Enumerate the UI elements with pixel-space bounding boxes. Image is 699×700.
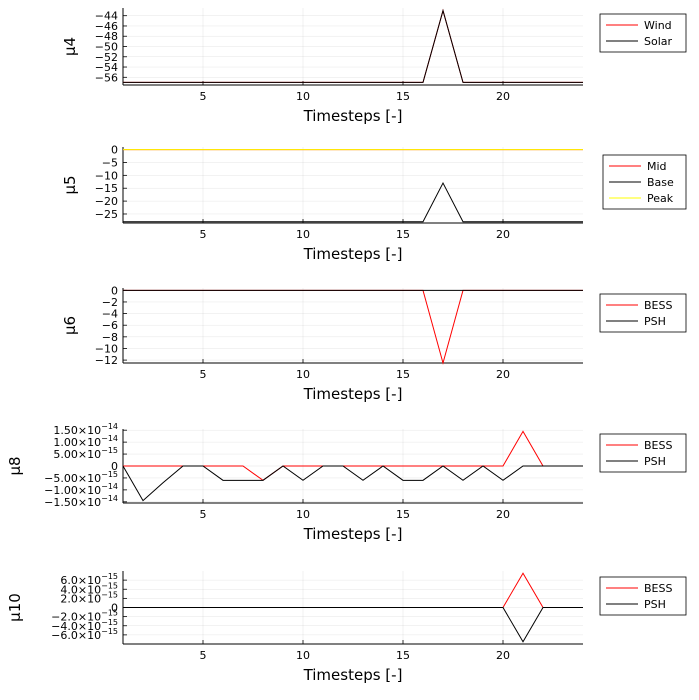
legend-entry: Wind [644, 19, 672, 32]
x-tick-label: 10 [296, 368, 310, 381]
y-tick-label: 0 [111, 144, 118, 157]
y-tick-label: −6.0×10−15 [51, 627, 118, 642]
y-axis-label: μ5 [61, 175, 79, 194]
y-tick-label: −15 [95, 182, 118, 195]
x-tick-label: 20 [496, 90, 510, 103]
x-tick-label: 5 [200, 90, 207, 103]
y-axis-label: μ4 [61, 37, 79, 56]
series-line-bess [123, 290, 583, 363]
x-axis-label: Timesteps [-] [303, 385, 403, 403]
y-tick-label: −5 [102, 156, 118, 169]
x-tick-label: 10 [296, 228, 310, 241]
x-tick-label: 15 [396, 508, 410, 521]
legend-entry: BESS [644, 582, 672, 595]
y-axis-label: μ10 [6, 593, 24, 622]
legend-entry: BESS [644, 439, 672, 452]
legend-entry: PSH [644, 598, 666, 611]
panel-2: 5 10 15 20 0−5−10−15−20−25 Timesteps [-] μ5 Mid… [61, 144, 686, 263]
x-tick-label: 5 [200, 508, 207, 521]
y-tick-label: −56 [95, 71, 118, 84]
x-tick-label: 15 [396, 90, 410, 103]
x-axis-label: Timesteps [-] [303, 245, 403, 263]
y-tick-label: −1.50×10−14 [44, 494, 118, 509]
series-line-psh [123, 466, 583, 501]
y-axis-label: μ8 [6, 456, 24, 475]
legend-entry: BESS [644, 299, 672, 312]
panel-4: 5 10 15 201.50×10−141.00×10−145.00×10−150−5… [6, 422, 686, 543]
x-tick-label: 5 [200, 228, 207, 241]
x-tick-label: 10 [296, 90, 310, 103]
x-tick-label: 20 [496, 368, 510, 381]
legend-box [600, 434, 686, 472]
x-tick-label: 10 [296, 649, 310, 662]
y-tick-label: −25 [95, 208, 118, 221]
x-tick-label: 15 [396, 649, 410, 662]
y-tick-label: −10 [95, 169, 118, 182]
x-tick-label: 5 [200, 649, 207, 662]
legend-entry: Peak [647, 192, 674, 205]
x-tick-label: 15 [396, 228, 410, 241]
legend-box [600, 294, 686, 332]
x-tick-label: 20 [496, 508, 510, 521]
y-tick-label: 2.0×10−15 [60, 590, 118, 605]
y-tick-label: 5.00×10−15 [53, 446, 118, 461]
legend-entry: PSH [644, 315, 666, 328]
series-line-psh [123, 608, 583, 642]
y-tick-label: −12 [95, 354, 118, 367]
series-line-bess [123, 573, 583, 607]
legend-entry: Mid [647, 160, 667, 173]
x-tick-label: 20 [496, 649, 510, 662]
x-tick-label: 5 [200, 368, 207, 381]
x-axis-label: Timesteps [-] [303, 666, 403, 684]
x-tick-label: 15 [396, 368, 410, 381]
legend-entry: PSH [644, 455, 666, 468]
x-axis-label: Timesteps [-] [303, 525, 403, 543]
y-axis-label: μ6 [61, 316, 79, 335]
legend-box [600, 577, 686, 615]
x-tick-label: 20 [496, 228, 510, 241]
x-axis-label: Timesteps [-] [303, 107, 403, 125]
panel-5: 5 10 15 206.0×10−154.0×10−152.0×10−150−2.0×… [6, 571, 686, 684]
legend-box [600, 14, 686, 52]
x-tick-label: 10 [296, 508, 310, 521]
legend-entry: Base [647, 176, 674, 189]
y-tick-label: −20 [95, 195, 118, 208]
legend-entry: Solar [644, 35, 673, 48]
series-line-base [123, 183, 583, 222]
